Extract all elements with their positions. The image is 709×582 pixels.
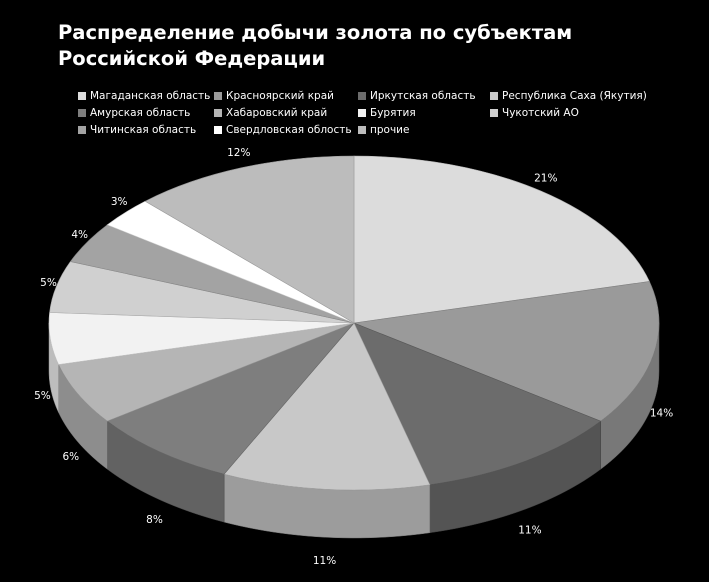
chart-title: Распределение добычи золота по субъектам… <box>58 21 573 70</box>
pie-sides <box>48 322 660 539</box>
legend-swatch <box>358 109 366 117</box>
pie-data-label-4: 11% <box>313 555 336 567</box>
pie-data-label-11: 12% <box>227 147 250 159</box>
pie-slices <box>48 155 660 491</box>
legend-label: Амурская область <box>90 107 191 119</box>
legend-swatch <box>78 126 86 134</box>
legend-item: Красноярский край <box>214 89 334 103</box>
legend-swatch <box>214 126 222 134</box>
legend-swatch <box>78 92 86 100</box>
pie-data-label-3: 11% <box>518 524 541 536</box>
legend-label: Красноярский край <box>226 90 334 102</box>
pie-slice-11 <box>144 155 355 324</box>
legend-item: Хабаровский край <box>214 106 327 120</box>
legend-swatch <box>490 109 498 117</box>
legend-label: Магаданская область <box>90 90 211 102</box>
legend-swatch <box>358 126 366 134</box>
legend-swatch <box>214 109 222 117</box>
pie-data-label-8: 5% <box>40 277 57 289</box>
pie-slice-4 <box>223 322 431 491</box>
legend-item: Амурская область <box>78 106 190 120</box>
legend-item: Республика Саха (Якутия) <box>490 89 647 103</box>
pie-data-label-1: 21% <box>534 172 557 184</box>
pie-data-label-6: 6% <box>62 451 79 463</box>
legend-swatch <box>78 109 86 117</box>
legend-label: Хабаровский край <box>226 107 328 119</box>
legend-swatch <box>490 92 498 100</box>
legend-label: Бурятия <box>370 107 416 119</box>
legend-swatch <box>358 92 366 100</box>
legend-item: Чукотский АО <box>490 106 579 120</box>
pie-data-label-5: 8% <box>146 514 163 526</box>
pie-slice-5 <box>106 322 355 475</box>
pie-data-labels: 21% 14% 11% 11% 8% 6% 5% 5% 4% 3% 12% <box>34 147 673 567</box>
pie-slice-1 <box>353 155 650 324</box>
legend-item: Бурятия <box>358 106 416 120</box>
legend-item: Читинская область <box>78 123 196 137</box>
legend-label: Иркутская область <box>370 90 476 102</box>
pie-data-label-10: 3% <box>111 196 128 208</box>
pie-data-label-9: 4% <box>71 229 88 241</box>
pie-slice-2 <box>352 281 660 422</box>
legend-label: Свердловская облость <box>226 124 352 136</box>
legend-label: Республика Саха (Якутия) <box>502 90 647 102</box>
pie-data-label-2: 14% <box>650 407 673 419</box>
legend-item: прочие <box>358 123 409 137</box>
pie-data-label-7: 5% <box>34 390 51 402</box>
legend-label: прочие <box>370 124 410 136</box>
legend-label: Читинская область <box>90 124 197 136</box>
legend-item: Иркутская область <box>358 89 476 103</box>
legend-swatch <box>214 92 222 100</box>
legend-item: Свердловская облость <box>214 123 352 137</box>
pie-slice-3 <box>353 322 602 486</box>
legend-item: Магаданская область <box>78 89 210 103</box>
legend-label: Чукотский АО <box>502 107 579 119</box>
